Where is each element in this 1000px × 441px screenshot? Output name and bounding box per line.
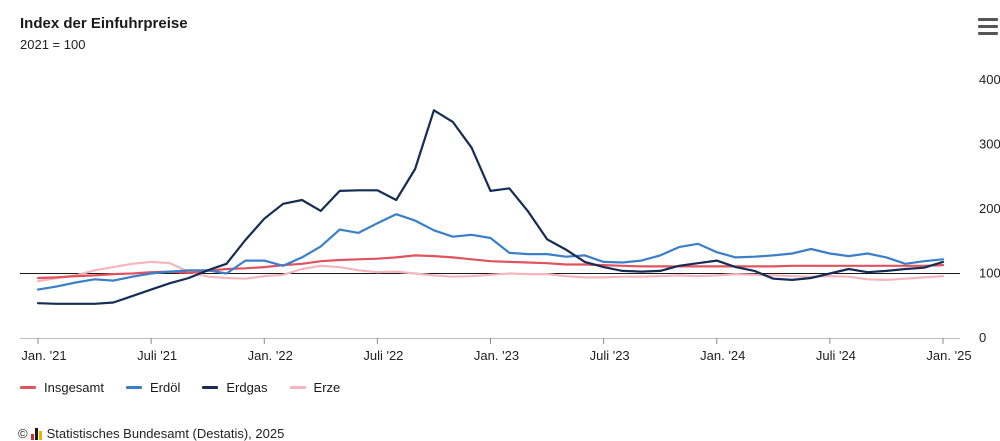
legend-swatch [125,386,142,389]
legend-label: Erze [313,380,341,395]
x-tick-label: Juli '23 [590,348,630,363]
legend-item-erdgas[interactable]: Erdgas [202,380,268,395]
series-line-insgesamt[interactable] [36,254,945,280]
legend-item-erdoel[interactable]: Erdöl [125,380,181,395]
chart-title: Index der Einfuhrpreise [20,15,188,32]
chart-subtitle: 2021 = 100 [20,37,86,52]
chart-legend: Insgesamt Erdöl Erdgas Erze [20,380,340,395]
hamburger-menu-icon[interactable] [978,18,998,36]
legend-swatch [20,386,36,389]
chart-axes: Jan. '21 Juli '21 Jan. '22 Juli '22 Jan. '23… [20,72,1000,363]
x-tick-label: Juli '22 [363,348,403,363]
series-line-erdl[interactable] [36,213,945,291]
x-tick-label: Jan. '25 [926,348,971,363]
y-tick-label: 300 [979,137,1000,152]
source-credit: © Statistisches Bundesamt (Destatis), 20… [18,426,284,441]
series-line-erze[interactable] [36,260,945,283]
y-tick-label: 400 [979,72,1000,87]
x-tick-label: Jan. '22 [248,348,293,363]
copyright-symbol: © [18,426,28,441]
legend-item-insgesamt[interactable]: Insgesamt [20,380,104,395]
legend-item-erze[interactable]: Erze [289,380,341,395]
y-tick-label: 200 [979,201,1000,216]
x-tick-label: Jan. '24 [700,348,745,363]
legend-label: Erdöl [149,380,181,395]
legend-swatch [202,386,219,389]
x-tick-label: Juli '21 [137,348,177,363]
x-tick-label: Jan. '23 [474,348,519,363]
line-chart: Jan. '21 Juli '21 Jan. '22 Juli '22 Jan. '23… [20,72,1000,363]
y-tick-label: 0 [979,330,986,345]
x-tick-label: Jan. '21 [21,348,66,363]
series-line-erdgas[interactable] [36,109,945,305]
destatis-logo-icon [30,427,42,440]
chart-series [36,109,945,305]
x-tick-label: Juli '24 [816,348,856,363]
legend-label: Erdgas [226,380,268,395]
source-text: Statistisches Bundesamt (Destatis), 2025 [46,426,285,441]
legend-label: Insgesamt [44,380,104,395]
legend-swatch [289,386,306,389]
y-tick-label: 100 [979,266,1000,281]
